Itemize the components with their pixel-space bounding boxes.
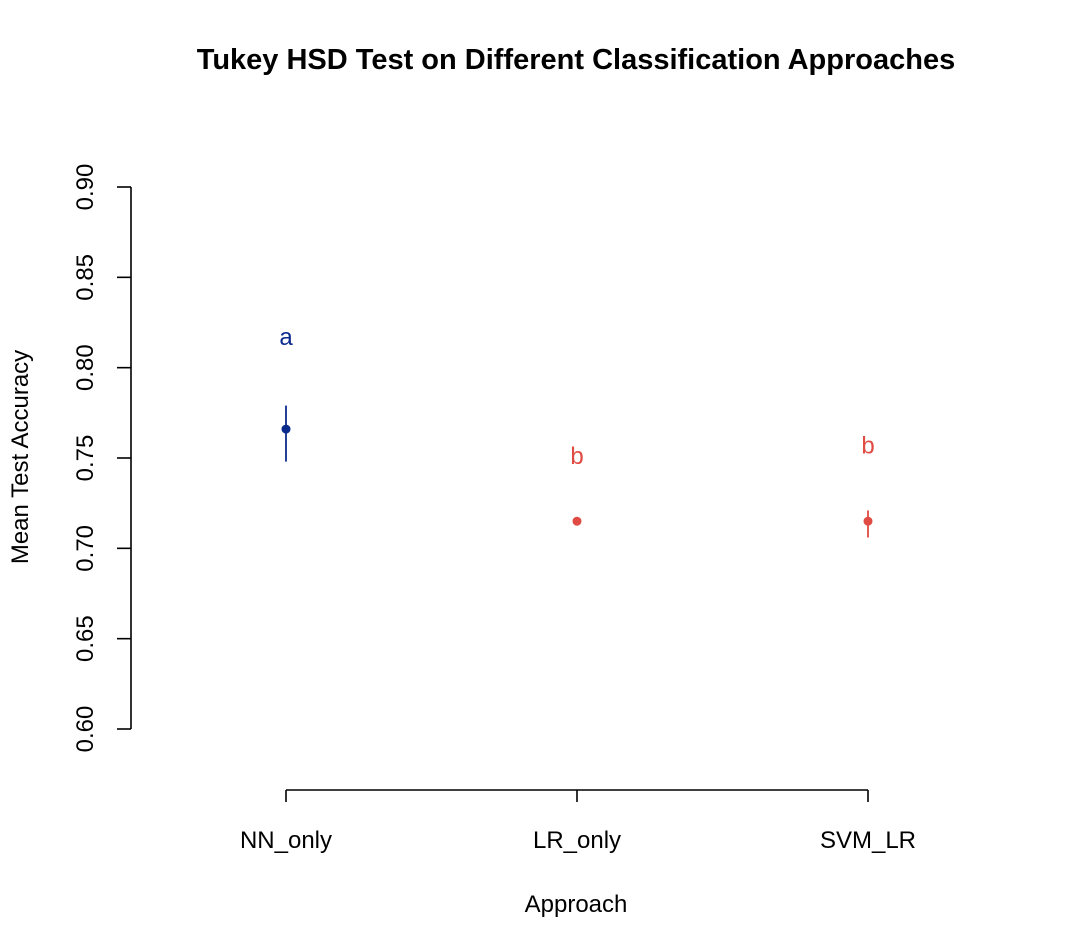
y-axis-title: Mean Test Accuracy bbox=[7, 350, 34, 564]
group-letter: b bbox=[861, 432, 874, 459]
mean-point bbox=[281, 424, 291, 434]
x-tick-label: SVM_LR bbox=[820, 827, 916, 854]
x-tick-label: NN_only bbox=[240, 827, 332, 854]
x-axis: NN_only LR_only SVM_LR bbox=[240, 789, 916, 854]
mean-point bbox=[572, 516, 582, 526]
data-marks: a b b bbox=[279, 324, 875, 538]
group-letter: a bbox=[279, 324, 293, 351]
y-tick-label: 0.60 bbox=[72, 706, 99, 753]
y-tick-label: 0.70 bbox=[72, 525, 99, 572]
y-tick-label: 0.65 bbox=[72, 615, 99, 662]
y-tick-label: 0.90 bbox=[72, 164, 99, 211]
y-tick-label: 0.80 bbox=[72, 344, 99, 391]
mean-point bbox=[863, 516, 873, 526]
x-axis-title: Approach bbox=[525, 891, 628, 918]
group-letter: b bbox=[570, 443, 583, 470]
x-tick-label: LR_only bbox=[533, 827, 621, 854]
y-tick-label: 0.75 bbox=[72, 435, 99, 482]
chart-title: Tukey HSD Test on Different Classificati… bbox=[197, 44, 955, 76]
y-tick-label: 0.85 bbox=[72, 254, 99, 301]
y-axis: 0.60 0.65 0.70 0.75 0.80 0.85 0.90 bbox=[72, 164, 132, 753]
